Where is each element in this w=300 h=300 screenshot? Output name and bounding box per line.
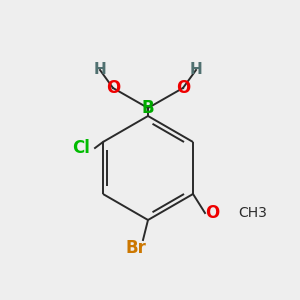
Text: O: O: [106, 79, 120, 97]
Text: Br: Br: [126, 239, 146, 257]
Text: Cl: Cl: [72, 139, 90, 157]
Text: B: B: [142, 99, 154, 117]
Text: CH3: CH3: [238, 206, 267, 220]
Text: O: O: [205, 204, 219, 222]
Text: H: H: [94, 62, 106, 77]
Text: H: H: [190, 62, 202, 77]
Text: O: O: [176, 79, 190, 97]
